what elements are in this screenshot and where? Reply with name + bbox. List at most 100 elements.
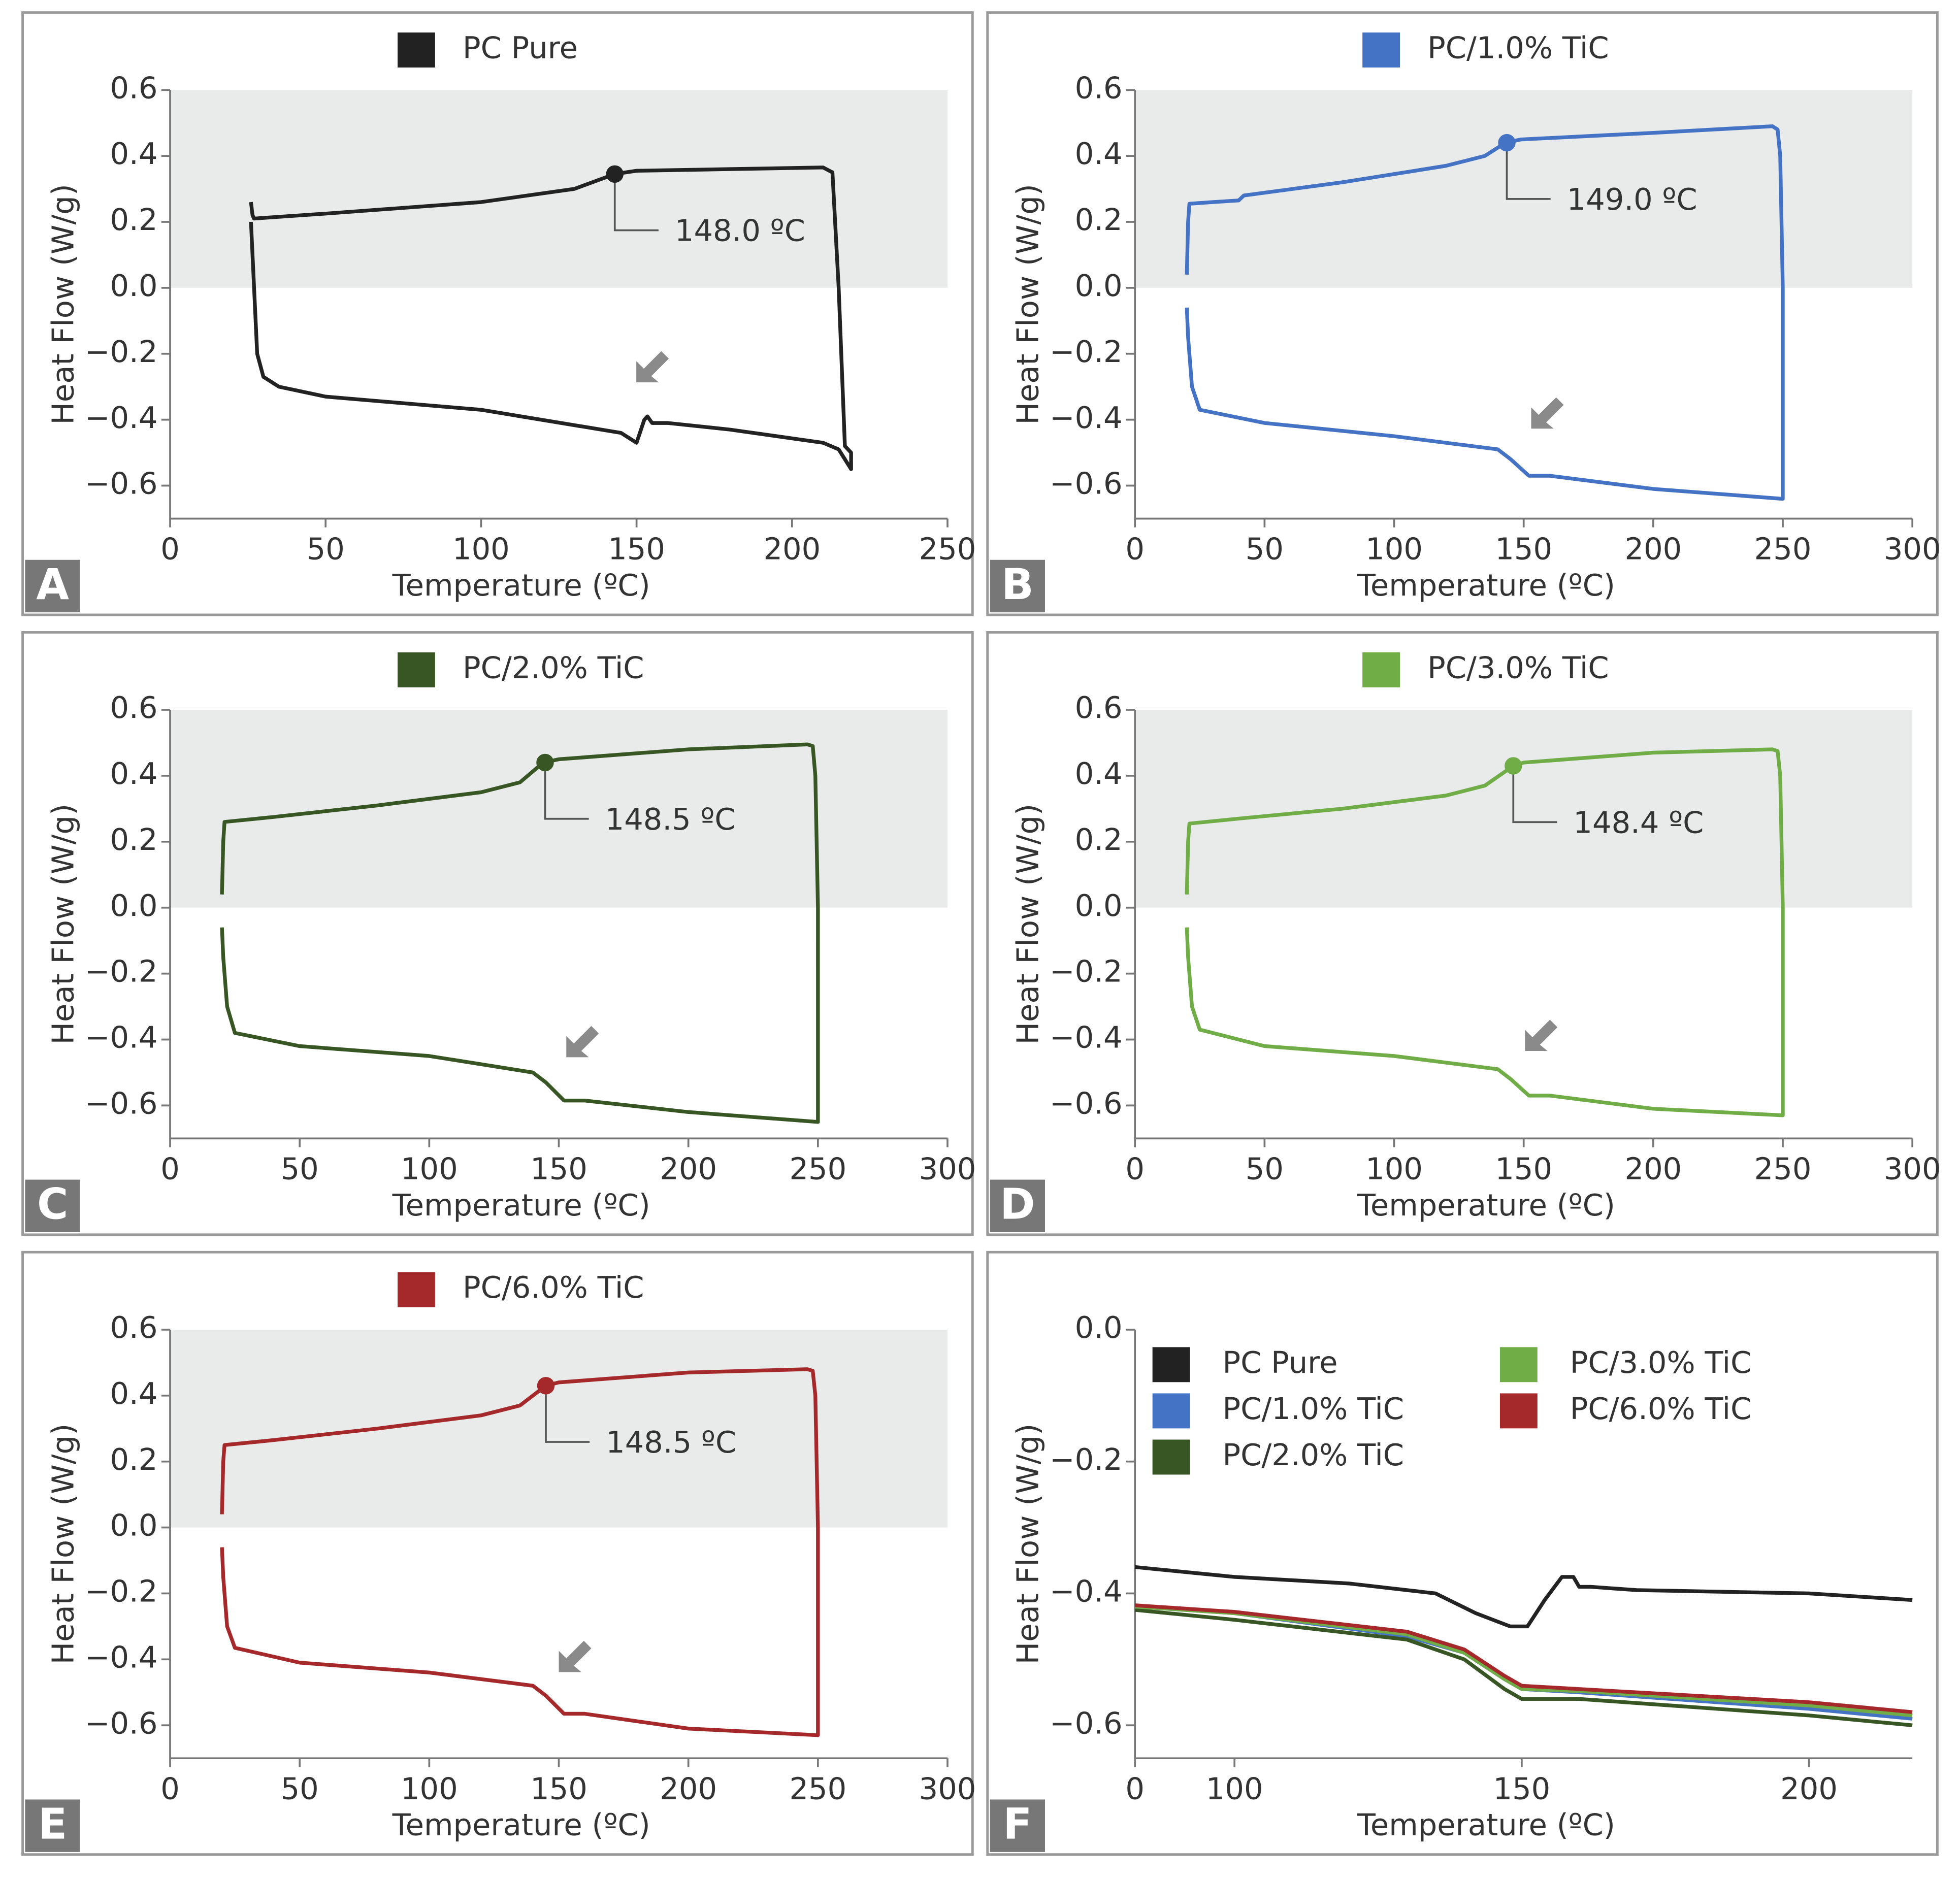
- legend-swatch: [1152, 1439, 1190, 1475]
- legend-swatch: [397, 1272, 435, 1307]
- y-tick-label: 0.0: [1075, 1310, 1123, 1345]
- x-tick-label: 300: [1884, 1151, 1941, 1186]
- x-tick-label: 100: [1365, 532, 1423, 567]
- data-line: [1185, 747, 1785, 1117]
- y-tick-label: 0.2: [110, 1442, 157, 1477]
- panel-letter-box: [25, 1179, 80, 1232]
- y-tick-label: 0.4: [1075, 756, 1123, 791]
- x-tick-label: 150: [608, 532, 665, 567]
- panel: −0.6 −0.4 −0.2 0.0 0.2 0.4 0.6 0 50 100 150 200 250 3…: [986, 11, 1941, 616]
- panel-letter-box: [990, 559, 1045, 613]
- y-tick-label: 0.0: [110, 268, 157, 303]
- shaded-region: [170, 1329, 948, 1528]
- x-tick-label: 100: [1206, 1771, 1263, 1806]
- legend-swatch: [1362, 32, 1400, 68]
- panel-letter-box: [25, 1799, 80, 1852]
- annotation-leader: [1512, 766, 1557, 824]
- y-tick-label: −0.2: [85, 954, 157, 989]
- panel: −0.6 −0.4 −0.2 0.0 0.2 0.4 0.6 0 50 100 150 200 250 3…: [21, 631, 976, 1236]
- legend-swatch: [1499, 1393, 1538, 1429]
- arrow: [566, 1026, 599, 1058]
- y-tick-label: 0.2: [1075, 202, 1123, 237]
- legend-swatch: [1499, 1347, 1538, 1382]
- x-tick-label: 200: [1780, 1771, 1838, 1806]
- panel: −0.6 −0.4 −0.2 0.0 0 100 150 200 Temperature (ºC…: [986, 1250, 1939, 1856]
- y-axis-label: Heat Flow (W/g): [45, 184, 80, 424]
- legend-label: PC/3.0% TiC: [1570, 1345, 1751, 1380]
- panel: −0.6 −0.4 −0.2 0.0 0.2 0.4 0.6 0 50 100 150 200 250 3…: [986, 631, 1941, 1236]
- panel-frame: [21, 11, 974, 616]
- x-axis-label: Temperature (ºC): [1357, 1807, 1615, 1842]
- x-tick-label: 250: [789, 1151, 846, 1186]
- y-tick-label: 0.2: [110, 822, 157, 857]
- shaded-region: [170, 710, 948, 908]
- x-tick-label: 0: [1125, 532, 1145, 567]
- y-axis-label: Heat Flow (W/g): [1010, 804, 1046, 1044]
- annotation-leader: [545, 1386, 590, 1443]
- legend-label: PC/1.0% TiC: [1427, 30, 1609, 65]
- x-tick-label: 0: [160, 1151, 180, 1186]
- x-tick-label: 0: [160, 532, 180, 567]
- panel-letter: B: [1001, 559, 1034, 609]
- y-tick-label: 0.2: [110, 202, 157, 237]
- annotation-marker: [606, 165, 624, 183]
- y-tick-label: −0.6: [85, 1705, 157, 1740]
- x-tick-label: 150: [1495, 1151, 1552, 1186]
- panel-frame: [986, 1250, 1939, 1856]
- panel-letter-box: [990, 1179, 1045, 1232]
- x-axis-label: Temperature (ºC): [1357, 1188, 1615, 1223]
- panel-frame: [986, 11, 1939, 616]
- x-tick-label: 300: [1884, 532, 1941, 567]
- annotation-marker: [1498, 134, 1516, 152]
- annotation-text: 148.5 ºC: [606, 1425, 736, 1460]
- shaded-region: [170, 90, 948, 288]
- annotation-text: 149.0 ºC: [1567, 182, 1697, 217]
- x-tick-label: 50: [307, 532, 345, 567]
- legend-label: PC/6.0% TiC: [1570, 1391, 1751, 1426]
- x-tick-label: 0: [160, 1771, 180, 1806]
- y-tick-label: −0.2: [1050, 954, 1122, 989]
- panel-frame: [21, 631, 974, 1236]
- panel-letter-box: [990, 1799, 1045, 1852]
- panel-letter-box: [25, 559, 80, 613]
- data-line: [249, 166, 853, 471]
- panel-letter: E: [38, 1799, 67, 1849]
- x-tick-label: 250: [1754, 1151, 1812, 1186]
- arrow: [559, 1640, 592, 1672]
- panel-letter: A: [36, 559, 69, 609]
- x-axis-label: Temperature (ºC): [392, 1188, 650, 1223]
- panel-frame: [986, 631, 1939, 1236]
- legend-label: PC/1.0% TiC: [1223, 1391, 1404, 1426]
- annotation-leader: [1506, 143, 1551, 200]
- x-tick-label: 150: [1495, 532, 1552, 567]
- y-tick-label: 0.0: [110, 1508, 157, 1543]
- y-tick-label: 0.6: [110, 1310, 157, 1345]
- data-line: [220, 1367, 820, 1737]
- y-tick-label: −0.2: [1050, 1442, 1122, 1477]
- y-axis-label: Heat Flow (W/g): [45, 1424, 80, 1664]
- x-tick-label: 50: [281, 1151, 319, 1186]
- data-line: [1134, 1565, 1913, 1629]
- x-tick-label: 200: [660, 1151, 717, 1186]
- annotation-leader: [613, 174, 659, 232]
- x-tick-label: 100: [401, 1771, 458, 1806]
- y-tick-label: −0.4: [85, 1639, 157, 1674]
- y-tick-label: −0.6: [85, 466, 157, 501]
- x-tick-label: 150: [530, 1771, 587, 1806]
- y-axis-label: Heat Flow (W/g): [45, 804, 80, 1044]
- y-tick-label: −0.4: [1050, 400, 1122, 435]
- y-tick-label: −0.2: [1050, 334, 1122, 369]
- shaded-region: [1135, 90, 1913, 288]
- annotation-text: 148.5 ºC: [605, 802, 736, 837]
- y-tick-label: −0.4: [85, 400, 157, 435]
- legend-swatch: [1152, 1393, 1190, 1429]
- x-tick-label: 100: [452, 532, 510, 567]
- x-tick-label: 150: [530, 1151, 587, 1186]
- legend-label: PC Pure: [463, 30, 578, 65]
- y-tick-label: 0.2: [1075, 822, 1123, 857]
- y-tick-label: −0.2: [85, 334, 157, 369]
- panel: −0.6 −0.4 −0.2 0.0 0.2 0.4 0.6 0 50 100 150 200 250 T…: [21, 11, 976, 616]
- y-tick-label: 0.6: [110, 690, 157, 725]
- y-tick-label: −0.6: [85, 1085, 157, 1121]
- y-tick-label: −0.4: [1050, 1574, 1122, 1609]
